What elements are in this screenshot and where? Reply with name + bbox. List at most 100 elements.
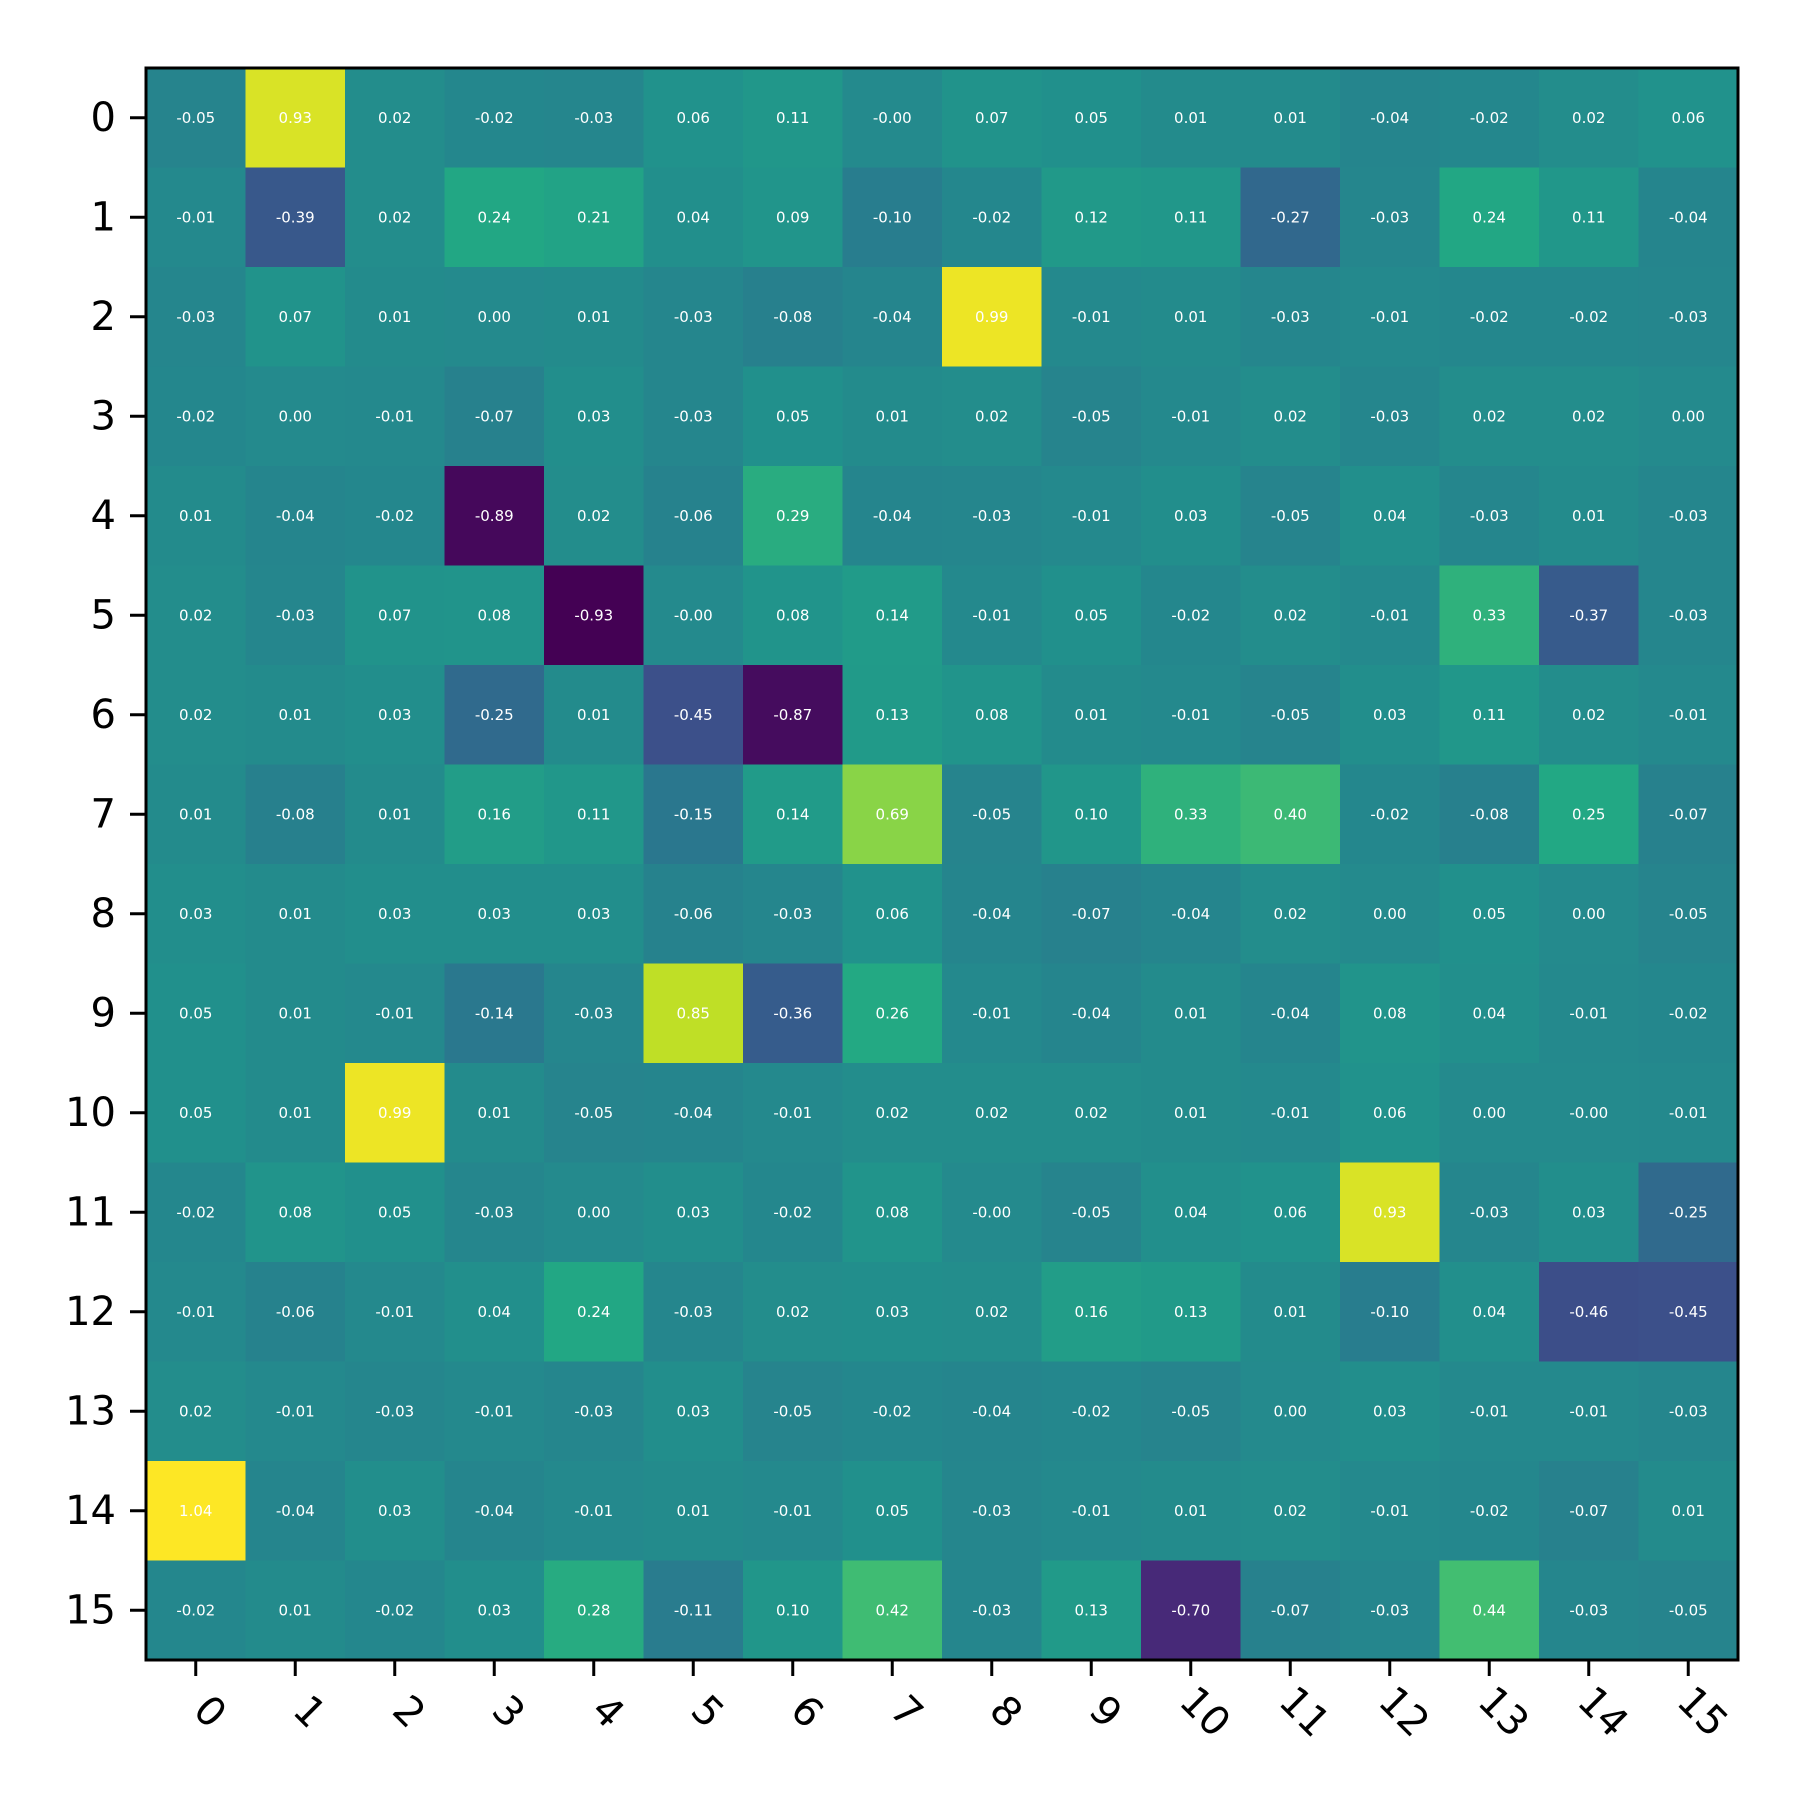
cell-value-label: 0.03 bbox=[577, 905, 610, 923]
heatmap-cell bbox=[1141, 764, 1242, 865]
cell-value-label: -0.36 bbox=[773, 1004, 812, 1022]
cell-value-label: -0.02 bbox=[1569, 308, 1608, 326]
heatmap-cell bbox=[345, 1361, 446, 1462]
heatmap-cell bbox=[544, 963, 645, 1064]
heatmap-cell bbox=[544, 267, 645, 368]
cell-value-label: 0.01 bbox=[1572, 507, 1605, 525]
cell-value-label: 0.04 bbox=[478, 1303, 511, 1321]
cell-value-label: 0.00 bbox=[1572, 905, 1605, 923]
cell-value-label: -0.07 bbox=[1569, 1502, 1608, 1520]
heatmap-cell bbox=[942, 1461, 1043, 1562]
cell-value-label: 0.02 bbox=[179, 1402, 212, 1420]
cell-value-label: 0.01 bbox=[279, 1004, 312, 1022]
heatmap-cell bbox=[743, 764, 844, 865]
cell-value-label: -0.04 bbox=[674, 1104, 713, 1122]
cell-value-label: 0.03 bbox=[1373, 1402, 1406, 1420]
y-tick-label: 1 bbox=[91, 194, 116, 240]
cell-value-label: 0.04 bbox=[1373, 507, 1406, 525]
heatmap-cell bbox=[842, 1162, 943, 1263]
heatmap-cell bbox=[146, 864, 247, 965]
heatmap-cell bbox=[544, 167, 645, 268]
heatmap-cell bbox=[245, 1262, 346, 1363]
heatmap-cell-labels: -0.05 0.93 0.02 -0.02 -0.03 0.06 0.11 -0.00 0.07… bbox=[176, 109, 1707, 1620]
cell-value-label: -0.03 bbox=[574, 1004, 613, 1022]
heatmap-cell bbox=[544, 665, 645, 766]
heatmap-cell bbox=[1141, 1560, 1242, 1661]
heatmap-cell bbox=[643, 68, 744, 169]
heatmap-cell bbox=[245, 366, 346, 467]
heatmap-cell bbox=[1041, 167, 1142, 268]
heatmap-cell bbox=[643, 565, 744, 666]
heatmap-cell bbox=[1638, 565, 1739, 666]
cell-value-label: -0.05 bbox=[1271, 706, 1310, 724]
heatmap-cell bbox=[1141, 1461, 1242, 1562]
heatmap-cell bbox=[345, 366, 446, 467]
heatmap-cell bbox=[842, 68, 943, 169]
y-tick-label: 6 bbox=[91, 692, 116, 738]
cell-value-label: 0.11 bbox=[776, 109, 809, 127]
heatmap-cell bbox=[1240, 366, 1341, 467]
heatmap-cell bbox=[1340, 764, 1441, 865]
cell-value-label: 0.02 bbox=[975, 1303, 1008, 1321]
heatmap-cell bbox=[146, 68, 247, 169]
cell-value-label: 0.93 bbox=[1373, 1203, 1406, 1221]
cell-value-label: 0.08 bbox=[876, 1203, 909, 1221]
heatmap-cell bbox=[743, 963, 844, 1064]
cell-value-label: 1.04 bbox=[179, 1502, 212, 1520]
heatmap-cell bbox=[942, 963, 1043, 1064]
y-tick-label: 10 bbox=[65, 1090, 116, 1136]
cell-value-label: -0.05 bbox=[1072, 407, 1111, 425]
heatmap-cell bbox=[743, 1461, 844, 1562]
cell-value-label: -0.45 bbox=[674, 706, 713, 724]
cell-value-label: 0.99 bbox=[378, 1104, 411, 1122]
cell-value-label: -0.07 bbox=[475, 407, 514, 425]
heatmap-cell bbox=[942, 864, 1043, 965]
heatmap-cell bbox=[1539, 466, 1640, 567]
cell-value-label: -0.04 bbox=[1171, 905, 1210, 923]
heatmap-cell bbox=[1439, 764, 1540, 865]
cell-value-label: -0.03 bbox=[276, 606, 315, 624]
cell-value-label: -0.02 bbox=[475, 109, 514, 127]
heatmap-cell bbox=[1539, 1162, 1640, 1263]
cell-value-label: 0.07 bbox=[279, 308, 312, 326]
cell-value-label: -0.03 bbox=[1470, 507, 1509, 525]
cell-value-label: -0.87 bbox=[773, 706, 812, 724]
cell-value-label: 0.25 bbox=[1572, 805, 1605, 823]
cell-value-label: -0.10 bbox=[1370, 1303, 1409, 1321]
cell-value-label: 0.01 bbox=[279, 905, 312, 923]
cell-value-label: -0.03 bbox=[574, 1402, 613, 1420]
heatmap-cell bbox=[544, 1262, 645, 1363]
heatmap-cell bbox=[444, 68, 545, 169]
cell-value-label: 0.03 bbox=[378, 706, 411, 724]
cell-value-label: -0.45 bbox=[1669, 1303, 1708, 1321]
heatmap-cell bbox=[146, 1461, 247, 1562]
cell-value-label: -0.70 bbox=[1171, 1601, 1210, 1619]
cell-value-label: 0.16 bbox=[1075, 1303, 1108, 1321]
heatmap-cell bbox=[544, 466, 645, 567]
y-tick-label: 11 bbox=[65, 1189, 116, 1235]
heatmap-cell bbox=[444, 1063, 545, 1164]
heatmap-cell bbox=[1340, 167, 1441, 268]
heatmap-cell bbox=[146, 1162, 247, 1263]
cell-value-label: 0.11 bbox=[1174, 208, 1207, 226]
cell-value-label: 0.01 bbox=[1672, 1502, 1705, 1520]
cell-value-label: 0.02 bbox=[1274, 905, 1307, 923]
cell-value-label: 0.03 bbox=[378, 905, 411, 923]
heatmap-cell bbox=[1340, 1361, 1441, 1462]
cell-value-label: 0.01 bbox=[677, 1502, 710, 1520]
y-tick-label: 2 bbox=[91, 294, 116, 340]
heatmap-cell bbox=[1141, 267, 1242, 368]
heatmap-cell bbox=[842, 167, 943, 268]
heatmap-cell bbox=[1240, 565, 1341, 666]
cell-value-label: 0.03 bbox=[179, 905, 212, 923]
heatmap-cell bbox=[1340, 1262, 1441, 1363]
heatmap-cell bbox=[942, 1560, 1043, 1661]
heatmap-cell bbox=[1439, 565, 1540, 666]
heatmap-cell bbox=[1240, 1560, 1341, 1661]
cell-value-label: 0.03 bbox=[677, 1402, 710, 1420]
cell-value-label: -0.01 bbox=[1072, 507, 1111, 525]
cell-value-label: 0.29 bbox=[776, 507, 809, 525]
heatmap-cell bbox=[146, 1560, 247, 1661]
cell-value-label: -0.01 bbox=[1470, 1402, 1509, 1420]
cell-value-label: 0.03 bbox=[1572, 1203, 1605, 1221]
